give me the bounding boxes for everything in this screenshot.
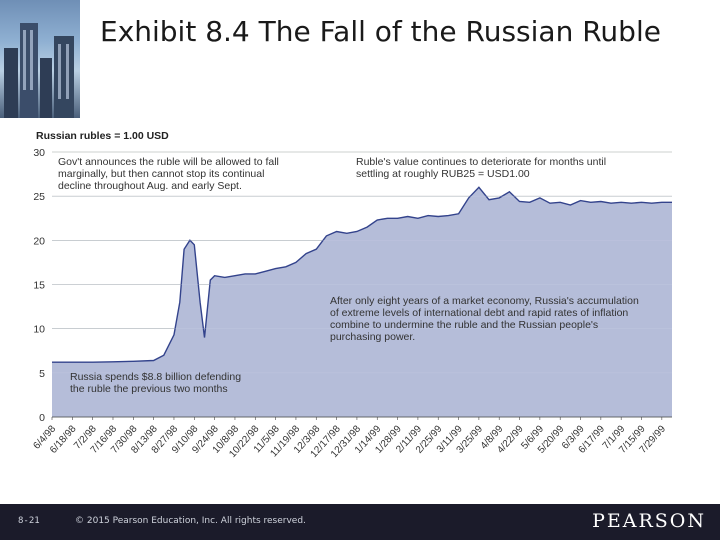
chart-title: Russian rubles = 1.00 USD <box>36 130 169 142</box>
annotation-line: of extreme levels of international debt … <box>330 307 628 319</box>
annotation-line: marginally, but then cannot stop its con… <box>58 168 264 180</box>
y-tick-label: 15 <box>33 280 45 292</box>
y-tick-label: 30 <box>33 147 45 159</box>
annotation-line: Russia spends $8.8 billion defending <box>70 371 241 383</box>
copyright: © 2015 Pearson Education, Inc. All right… <box>75 516 306 526</box>
ruble-chart: Russian rubles = 1.00 USD0510152025306/4… <box>31 130 672 460</box>
slide-title: Exhibit 8.4 The Fall of the Russian Rubl… <box>100 15 661 48</box>
annotation: Gov't announces the ruble will be allowe… <box>58 156 279 192</box>
annotation-line: decline throughout Aug. and early Sept. <box>58 180 242 192</box>
pearson-logo: PEARSON <box>592 510 706 532</box>
page-number: 8-21 <box>18 516 40 526</box>
annotation-line: combine to undermine the ruble and the R… <box>330 319 598 331</box>
series-area <box>52 187 672 417</box>
annotation-line: settling at roughly RUB25 = USD1.00 <box>356 168 530 180</box>
annotation-line: Ruble's value continues to deteriorate f… <box>356 156 606 168</box>
annotation-line: After only eight years of a market econo… <box>330 295 639 307</box>
y-tick-label: 25 <box>33 191 45 203</box>
y-tick-label: 20 <box>33 235 45 247</box>
annotation: After only eight years of a market econo… <box>330 295 639 343</box>
footer: 8-21 © 2015 Pearson Education, Inc. All … <box>0 504 720 540</box>
y-tick-label: 5 <box>39 368 45 380</box>
annotation: Russia spends $8.8 billion defendingthe … <box>70 371 241 395</box>
city-photo <box>0 0 80 118</box>
annotation: Ruble's value continues to deteriorate f… <box>356 156 606 180</box>
annotation-line: Gov't announces the ruble will be allowe… <box>58 156 279 168</box>
annotation-line: the ruble the previous two months <box>70 383 228 395</box>
annotation-line: purchasing power. <box>330 331 415 343</box>
y-tick-label: 0 <box>39 412 45 424</box>
y-tick-label: 10 <box>33 324 45 336</box>
